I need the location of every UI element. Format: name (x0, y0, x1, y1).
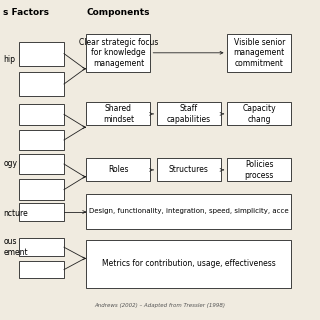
Bar (227, 158, 291, 181)
Bar (19, 72, 64, 96)
Bar (157, 102, 221, 125)
Text: Roles: Roles (108, 165, 129, 174)
Bar (19, 179, 64, 200)
Text: Structures: Structures (169, 165, 209, 174)
Bar (19, 261, 64, 278)
Bar (157, 158, 221, 181)
Text: Design, functionality, integration, speed, simplicity, acce: Design, functionality, integration, spee… (89, 208, 289, 214)
Text: Shared
mindset: Shared mindset (103, 104, 134, 124)
Bar (86, 194, 291, 229)
Text: Capacity
chang: Capacity chang (242, 104, 276, 124)
Bar (19, 42, 64, 66)
Bar (19, 203, 64, 221)
Text: Visible senior
management
commitment: Visible senior management commitment (234, 38, 285, 68)
Bar (19, 130, 64, 150)
Bar (86, 34, 150, 72)
Bar (19, 154, 64, 174)
Text: Policies
process: Policies process (244, 160, 274, 180)
Bar (86, 102, 150, 125)
Text: Metrics for contribution, usage, effectiveness: Metrics for contribution, usage, effecti… (102, 260, 276, 268)
Text: hip: hip (3, 55, 15, 64)
Text: Andrews (2002) – Adapted from Tressler (1998): Andrews (2002) – Adapted from Tressler (… (94, 303, 226, 308)
Text: ogy: ogy (3, 159, 17, 168)
Bar (86, 240, 291, 288)
Text: Staff
capabilities: Staff capabilities (167, 104, 211, 124)
Text: s Factors: s Factors (3, 8, 49, 17)
Bar (86, 158, 150, 181)
Bar (227, 34, 291, 72)
Text: Components: Components (86, 8, 150, 17)
Bar (19, 104, 64, 125)
Text: ous
ement: ous ement (3, 237, 28, 257)
Text: Clear strategic focus
for knowledge
management: Clear strategic focus for knowledge mana… (79, 38, 158, 68)
Bar (19, 238, 64, 256)
Bar (227, 102, 291, 125)
Text: ncture: ncture (3, 209, 28, 218)
